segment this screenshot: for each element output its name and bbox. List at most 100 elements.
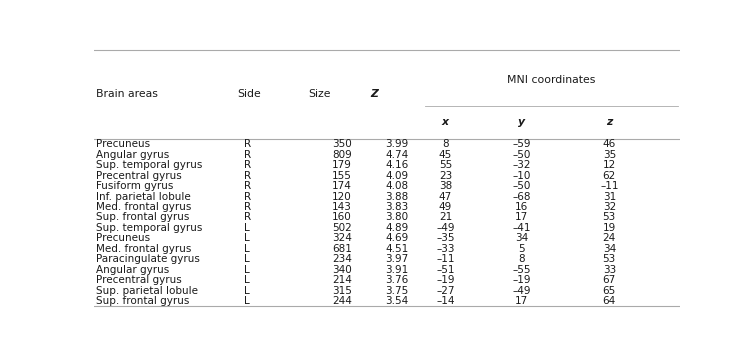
- Text: 67: 67: [602, 275, 616, 285]
- Text: R: R: [244, 181, 251, 191]
- Text: 3.97: 3.97: [385, 254, 408, 264]
- Text: Z: Z: [371, 90, 378, 99]
- Text: Angular gyrus: Angular gyrus: [96, 150, 169, 160]
- Text: –59: –59: [512, 139, 531, 149]
- Text: y: y: [518, 117, 525, 127]
- Text: L: L: [244, 223, 249, 233]
- Text: –19: –19: [512, 275, 531, 285]
- Text: –11: –11: [436, 254, 455, 264]
- Text: 17: 17: [515, 212, 528, 222]
- Text: 155: 155: [332, 171, 352, 181]
- Text: 143: 143: [332, 202, 352, 212]
- Text: Sup. parietal lobule: Sup. parietal lobule: [96, 286, 198, 296]
- Text: –50: –50: [513, 150, 531, 160]
- Text: 17: 17: [515, 296, 528, 306]
- Text: L: L: [244, 244, 249, 254]
- Text: 3.83: 3.83: [385, 202, 408, 212]
- Text: MNI coordinates: MNI coordinates: [507, 75, 596, 85]
- Text: 4.08: 4.08: [386, 181, 408, 191]
- Text: 35: 35: [602, 150, 616, 160]
- Text: –32: –32: [512, 160, 531, 170]
- Text: Inf. parietal lobule: Inf. parietal lobule: [96, 192, 191, 202]
- Text: 4.51: 4.51: [385, 244, 408, 254]
- Text: 315: 315: [332, 286, 352, 296]
- Text: Sup. frontal gyrus: Sup. frontal gyrus: [96, 212, 190, 222]
- Text: 34: 34: [515, 233, 528, 243]
- Text: 55: 55: [439, 160, 452, 170]
- Text: –27: –27: [436, 286, 455, 296]
- Text: 350: 350: [332, 139, 352, 149]
- Text: 38: 38: [439, 181, 452, 191]
- Text: 53: 53: [602, 212, 616, 222]
- Text: R: R: [244, 139, 251, 149]
- Text: 179: 179: [332, 160, 352, 170]
- Text: Paracingulate gyrus: Paracingulate gyrus: [96, 254, 200, 264]
- Text: 8: 8: [442, 139, 448, 149]
- Text: 340: 340: [332, 265, 352, 274]
- Text: 65: 65: [602, 286, 616, 296]
- Text: 3.91: 3.91: [385, 265, 408, 274]
- Text: Size: Size: [308, 90, 331, 99]
- Text: 31: 31: [602, 192, 616, 202]
- Text: Med. frontal gyrus: Med. frontal gyrus: [96, 202, 192, 212]
- Text: L: L: [244, 254, 249, 264]
- Text: –11: –11: [600, 181, 618, 191]
- Text: 53: 53: [602, 254, 616, 264]
- Text: Sup. temporal gyrus: Sup. temporal gyrus: [96, 223, 202, 233]
- Text: 64: 64: [602, 296, 616, 306]
- Text: 3.99: 3.99: [385, 139, 408, 149]
- Text: Precentral gyrus: Precentral gyrus: [96, 275, 182, 285]
- Text: 23: 23: [439, 171, 452, 181]
- Text: 3.88: 3.88: [385, 192, 408, 202]
- Text: –14: –14: [436, 296, 455, 306]
- Text: 4.89: 4.89: [385, 223, 408, 233]
- Text: L: L: [244, 275, 249, 285]
- Text: 3.76: 3.76: [385, 275, 408, 285]
- Text: –10: –10: [513, 171, 531, 181]
- Text: R: R: [244, 202, 251, 212]
- Text: L: L: [244, 296, 249, 306]
- Text: 244: 244: [332, 296, 352, 306]
- Text: Precuneus: Precuneus: [96, 139, 150, 149]
- Text: L: L: [244, 286, 249, 296]
- Text: 45: 45: [439, 150, 452, 160]
- Text: 234: 234: [332, 254, 352, 264]
- Text: x: x: [442, 117, 449, 127]
- Text: –51: –51: [436, 265, 455, 274]
- Text: 24: 24: [602, 233, 616, 243]
- Text: 324: 324: [332, 233, 352, 243]
- Text: 32: 32: [602, 202, 616, 212]
- Text: L: L: [244, 233, 249, 243]
- Text: 49: 49: [439, 202, 452, 212]
- Text: –50: –50: [513, 181, 531, 191]
- Text: Sup. temporal gyrus: Sup. temporal gyrus: [96, 160, 202, 170]
- Text: 21: 21: [439, 212, 452, 222]
- Text: 502: 502: [332, 223, 352, 233]
- Text: 34: 34: [602, 244, 616, 254]
- Text: 120: 120: [332, 192, 352, 202]
- Text: Precuneus: Precuneus: [96, 233, 150, 243]
- Text: 16: 16: [515, 202, 528, 212]
- Text: 8: 8: [518, 254, 525, 264]
- Text: –35: –35: [436, 233, 455, 243]
- Text: Angular gyrus: Angular gyrus: [96, 265, 169, 274]
- Text: 3.54: 3.54: [385, 296, 408, 306]
- Text: R: R: [244, 160, 251, 170]
- Text: 19: 19: [602, 223, 616, 233]
- Text: 681: 681: [332, 244, 352, 254]
- Text: Brain areas: Brain areas: [96, 90, 158, 99]
- Text: 4.74: 4.74: [385, 150, 408, 160]
- Text: 160: 160: [332, 212, 352, 222]
- Text: Sup. frontal gyrus: Sup. frontal gyrus: [96, 296, 190, 306]
- Text: 214: 214: [332, 275, 352, 285]
- Text: 47: 47: [439, 192, 452, 202]
- Text: 5: 5: [518, 244, 525, 254]
- Text: 809: 809: [332, 150, 352, 160]
- Text: –41: –41: [512, 223, 531, 233]
- Text: 62: 62: [602, 171, 616, 181]
- Text: Side: Side: [238, 90, 261, 99]
- Text: 33: 33: [602, 265, 616, 274]
- Text: R: R: [244, 150, 251, 160]
- Text: 4.16: 4.16: [385, 160, 408, 170]
- Text: Fusiform gyrus: Fusiform gyrus: [96, 181, 174, 191]
